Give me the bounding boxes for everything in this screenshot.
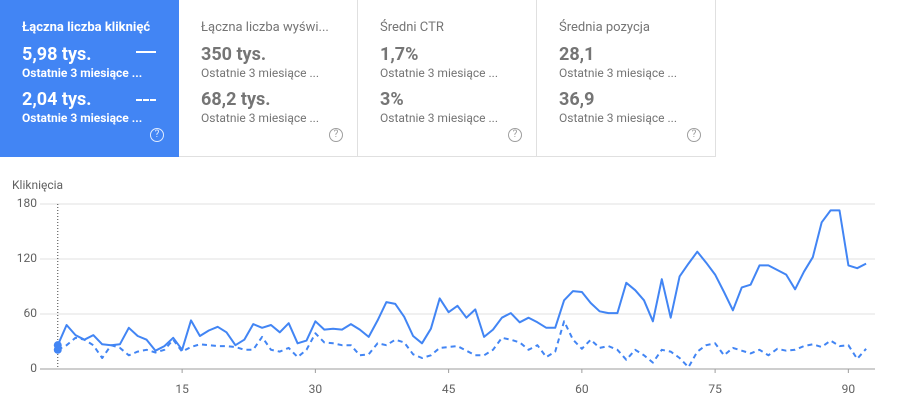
metric-value: 28,1 [559, 44, 595, 65]
help-icon[interactable]: ? [329, 128, 343, 142]
x-tick-label: 30 [309, 382, 323, 396]
metric-card[interactable]: Łączna liczba kliknięć 5,98 tys. Ostatnie … [0, 0, 179, 157]
x-tick-label: 15 [175, 382, 189, 396]
metric-period: Ostatnie 3 miesiące ... [380, 66, 498, 80]
hover-point [53, 345, 62, 354]
metric-period: Ostatnie 3 miesiące ... [201, 111, 319, 125]
metric-value: 1,7% [380, 44, 419, 65]
card-title: Średni CTR [380, 20, 444, 35]
card-title: Średnia pozycja [559, 20, 650, 35]
metric-value: 350 tys. [201, 44, 267, 65]
legend-line [136, 51, 156, 53]
series-line [57, 320, 867, 369]
metric-card[interactable]: Średni CTR 1,7% Ostatnie 3 miesiące ... 3% O… [358, 0, 537, 157]
metric-value: 2,04 tys. [22, 89, 92, 110]
metric-cards: Łączna liczba kliknięć 5,98 tys. Ostatnie … [0, 0, 716, 157]
y-tick-label: 120 [17, 251, 37, 265]
metric-period: Ostatnie 3 miesiące ... [22, 66, 143, 80]
x-tick-label: 75 [708, 382, 722, 396]
metric-period: Ostatnie 3 miesiące ... [22, 111, 143, 125]
y-axis-label: Kliknięcia [12, 178, 63, 192]
metric-period: Ostatnie 3 miesiące ... [201, 66, 319, 80]
metric-value: 5,98 tys. [22, 44, 92, 65]
metric-card[interactable]: Średnia pozycja 28,1 Ostatnie 3 miesiące .… [537, 0, 716, 157]
metric-value: 36,9 [559, 89, 595, 110]
x-tick-label: 60 [575, 382, 589, 396]
x-tick-label: 90 [842, 382, 856, 396]
card-title: Łączna liczba kliknięć [22, 20, 151, 35]
legend-line [136, 99, 156, 101]
metric-period: Ostatnie 3 miesiące ... [380, 111, 498, 125]
metric-value: 3% [380, 89, 404, 110]
metric-period: Ostatnie 3 miesiące ... [559, 111, 677, 125]
metric-value: 68,2 tys. [201, 89, 271, 110]
help-icon[interactable]: ? [687, 128, 701, 142]
y-tick-label: 60 [24, 306, 38, 320]
x-tick-label: 45 [442, 382, 456, 396]
card-title: Łączna liczba wyświ... [201, 20, 329, 35]
chart: Kliknięcia 0 60 120 180 15 30 45 60 75 90 [12, 178, 875, 396]
y-tick-label: 180 [17, 196, 37, 210]
series-line [56, 209, 867, 352]
metric-period: Ostatnie 3 miesiące ... [559, 66, 677, 80]
y-tick-label: 0 [30, 361, 37, 375]
help-icon[interactable]: ? [150, 128, 164, 142]
metric-card[interactable]: Łączna liczba wyświ... 350 tys. Ostatnie 3… [179, 0, 358, 157]
help-icon[interactable]: ? [508, 128, 522, 142]
